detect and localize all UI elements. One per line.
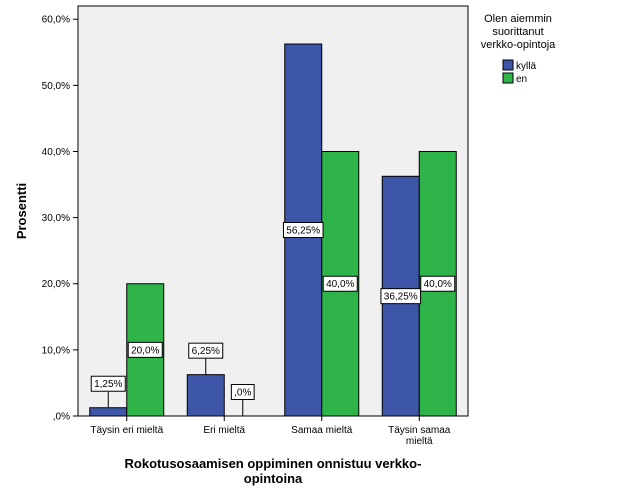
data-label: 6,25% bbox=[188, 342, 224, 375]
data-label: 40,0% bbox=[322, 275, 358, 292]
y-axis: ,0% 10,0% 20,0% 30,0% 40,0% 50,0% 60,0% bbox=[42, 15, 78, 423]
y-tick-label: 10,0% bbox=[42, 345, 70, 356]
y-tick-label: 60,0% bbox=[42, 15, 70, 26]
data-label-text: 1,25% bbox=[94, 379, 122, 390]
legend-swatch-2 bbox=[502, 72, 514, 84]
x-axis-title: Rokotusosaamisen oppiminen onnistuu verk… bbox=[125, 456, 422, 486]
bar-kyll-1 bbox=[89, 407, 128, 417]
data-label-text: ,0% bbox=[234, 388, 251, 399]
x-axis: Täysin eri mieltä Eri mieltä Samaa mieltä T… bbox=[90, 416, 451, 447]
plot-border bbox=[77, 5, 469, 417]
x-axis-title-line: opintoina bbox=[244, 471, 303, 486]
y-tick-label: 20,0% bbox=[42, 279, 70, 290]
x-tick-label: Eri mieltä bbox=[203, 425, 245, 436]
data-label: 56,25% bbox=[282, 222, 324, 239]
data-label-text: 6,25% bbox=[192, 346, 220, 357]
data-labels: 1,25% 20,0% 6,25% ,0% 56,25% 40,0% 36,25% 40,0% bbox=[90, 222, 456, 416]
data-label-text: 40,0% bbox=[326, 279, 354, 290]
legend-title: suorittanut bbox=[492, 26, 543, 38]
legend-title: verkko-opintoja bbox=[481, 39, 556, 51]
x-tick-label: Samaa mieltä bbox=[291, 425, 353, 436]
bar-kyll-2 bbox=[186, 374, 225, 417]
data-label-text: 36,25% bbox=[384, 292, 418, 303]
legend-title: Olen aiemmin bbox=[484, 13, 552, 25]
data-label: 1,25% bbox=[90, 375, 126, 408]
legend-label: kyllä bbox=[516, 61, 536, 72]
x-tick-label: Täysin eri mieltä bbox=[90, 425, 163, 436]
data-label-text: 56,25% bbox=[286, 226, 320, 237]
legend-swatch-1 bbox=[502, 59, 514, 71]
x-axis-title-line: Rokotusosaamisen oppiminen onnistuu verk… bbox=[125, 456, 422, 471]
y-axis-title: Prosentti bbox=[14, 183, 29, 239]
data-label: 40,0% bbox=[420, 275, 456, 292]
x-tick-label: Täysin samaa bbox=[388, 425, 451, 436]
data-label: 20,0% bbox=[127, 341, 163, 358]
legend-label: en bbox=[516, 74, 527, 85]
x-tick-label: mieltä bbox=[406, 436, 433, 447]
data-label-text: 40,0% bbox=[424, 279, 452, 290]
data-label: ,0% bbox=[230, 384, 255, 416]
y-tick-label: ,0% bbox=[53, 412, 70, 423]
y-tick-label: 30,0% bbox=[42, 213, 70, 224]
y-tick-label: 50,0% bbox=[42, 81, 70, 92]
data-label: 36,25% bbox=[380, 288, 422, 305]
data-label-text: 20,0% bbox=[131, 345, 159, 356]
y-tick-label: 40,0% bbox=[42, 147, 70, 158]
